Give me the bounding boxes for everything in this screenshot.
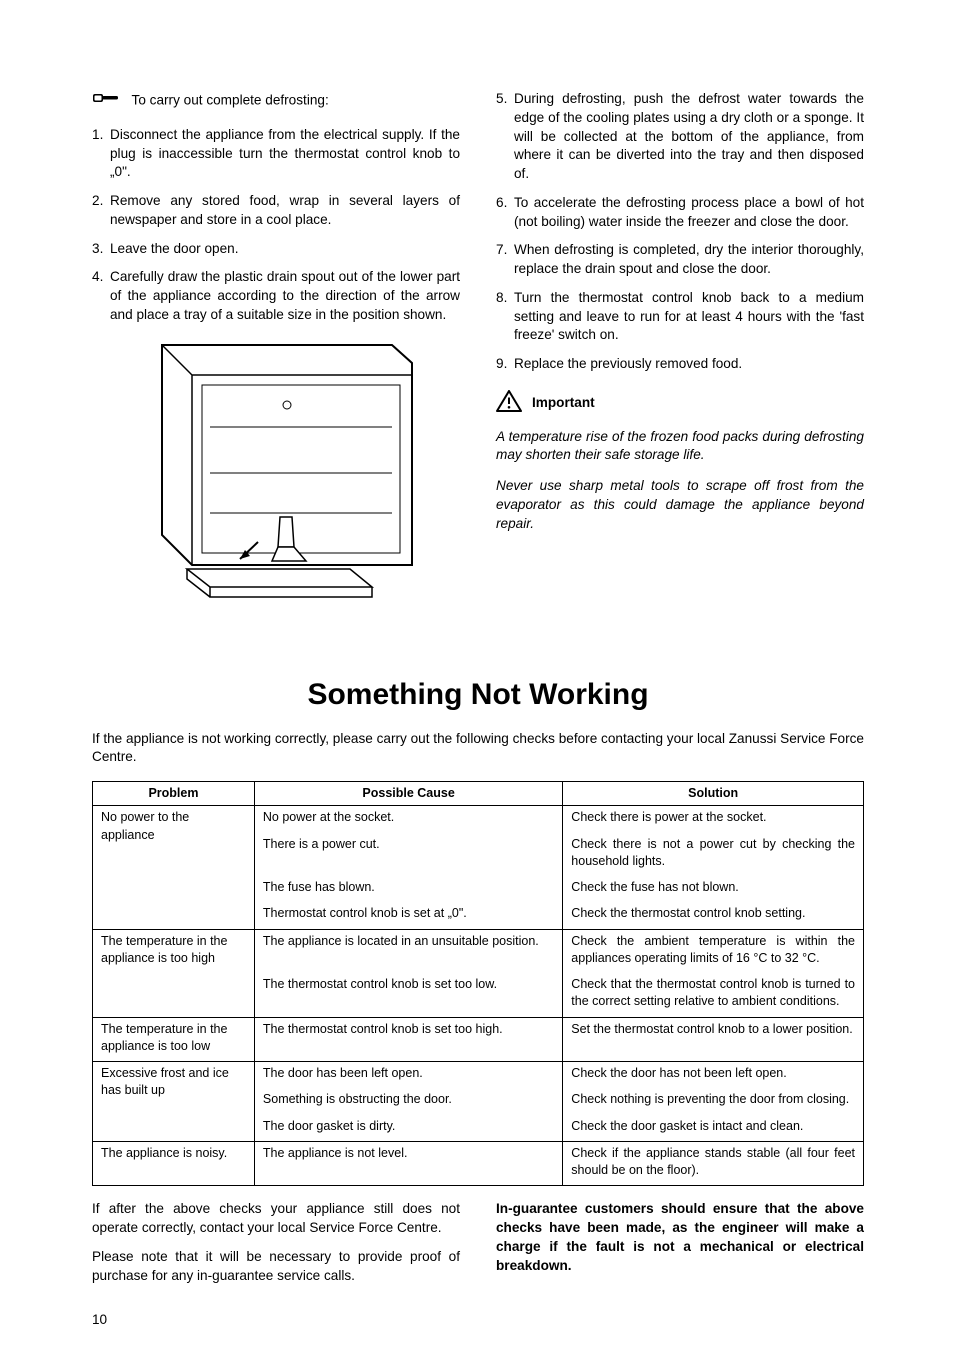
cell-solution: Check the fuse has not blown. [563, 876, 864, 902]
intro-text: To carry out complete defrosting: [132, 92, 329, 107]
cell-problem: The temperature in the appliance is too … [93, 1017, 255, 1062]
hand-point-icon [92, 90, 120, 112]
footer-bold-para: In-guarantee customers should ensure tha… [496, 1200, 864, 1275]
section-intro: If the appliance is not working correctl… [92, 730, 864, 768]
table-row: The temperature in the appliance is too … [93, 929, 864, 973]
step-item: Leave the door open. [92, 240, 460, 259]
footer-columns: If after the above checks your appliance… [92, 1200, 864, 1295]
cell-cause: The thermostat control knob is set too l… [254, 973, 562, 1017]
important-header: Important [496, 390, 864, 418]
step-item: Replace the previously removed food. [496, 355, 864, 374]
cell-solution: Check if the appliance stands stable (al… [563, 1141, 864, 1186]
table-row: The temperature in the appliance is too … [93, 1017, 864, 1062]
cell-solution: Check there is power at the socket. [563, 806, 864, 833]
cell-solution: Check the door has not been left open. [563, 1062, 864, 1089]
table-row: No power to the applianceNo power at the… [93, 806, 864, 833]
section-title: Something Not Working [92, 674, 864, 715]
cell-cause: There is a power cut. [254, 833, 562, 877]
left-column: To carry out complete defrosting: Discon… [92, 90, 460, 610]
table-row: The appliance is noisy.The appliance is … [93, 1141, 864, 1186]
page-number: 10 [92, 1311, 864, 1330]
important-para: Never use sharp metal tools to scrape of… [496, 477, 864, 533]
cell-cause: The door gasket is dirty. [254, 1115, 562, 1142]
header-cause: Possible Cause [254, 782, 562, 806]
cell-solution: Check there is not a power cut by checki… [563, 833, 864, 877]
header-problem: Problem [93, 782, 255, 806]
step-item: When defrosting is completed, dry the in… [496, 241, 864, 279]
warning-triangle-icon [496, 390, 522, 418]
troubleshoot-table: Problem Possible Cause Solution No power… [92, 781, 864, 1186]
cell-solution: Check the door gasket is intact and clea… [563, 1115, 864, 1142]
footer-para: If after the above checks your appliance… [92, 1200, 460, 1238]
cell-cause: No power at the socket. [254, 806, 562, 833]
step-item: To accelerate the defrosting process pla… [496, 194, 864, 232]
important-body: A temperature rise of the frozen food pa… [496, 428, 864, 534]
step-item: Carefully draw the plastic drain spout o… [92, 268, 460, 324]
right-column: During defrosting, push the defrost wate… [496, 90, 864, 610]
cell-solution: Check that the thermostat control knob i… [563, 973, 864, 1017]
cell-cause: The thermostat control knob is set too h… [254, 1017, 562, 1062]
cell-cause: The appliance is not level. [254, 1141, 562, 1186]
footer-right: In-guarantee customers should ensure tha… [496, 1200, 864, 1295]
step-item: Disconnect the appliance from the electr… [92, 126, 460, 182]
cell-problem: The temperature in the appliance is too … [93, 929, 255, 1017]
cell-cause: Something is obstructing the door. [254, 1088, 562, 1114]
cell-cause: The appliance is located in an unsuitabl… [254, 929, 562, 973]
footer-para: Please note that it will be necessary to… [92, 1248, 460, 1286]
cell-problem: Excessive frost and ice has built up [93, 1062, 255, 1142]
top-columns: To carry out complete defrosting: Discon… [92, 90, 864, 610]
table-body: No power to the applianceNo power at the… [93, 806, 864, 1186]
cell-problem: No power to the appliance [93, 806, 255, 929]
step-item: Remove any stored food, wrap in several … [92, 192, 460, 230]
table-row: Excessive frost and ice has built upThe … [93, 1062, 864, 1089]
steps-right: During defrosting, push the defrost wate… [496, 90, 864, 374]
intro-line: To carry out complete defrosting: [92, 90, 460, 112]
cell-cause: The door has been left open. [254, 1062, 562, 1089]
cell-solution: Check nothing is preventing the door fro… [563, 1088, 864, 1114]
table-header-row: Problem Possible Cause Solution [93, 782, 864, 806]
step-item: Turn the thermostat control knob back to… [496, 289, 864, 345]
cell-problem: The appliance is noisy. [93, 1141, 255, 1186]
footer-left: If after the above checks your appliance… [92, 1200, 460, 1295]
cell-solution: Set the thermostat control knob to a low… [563, 1017, 864, 1062]
steps-left: Disconnect the appliance from the electr… [92, 126, 460, 325]
cell-cause: Thermostat control knob is set at „0". [254, 902, 562, 929]
header-solution: Solution [563, 782, 864, 806]
cell-cause: The fuse has blown. [254, 876, 562, 902]
cell-solution: Check the thermostat control knob settin… [563, 902, 864, 929]
important-para: A temperature rise of the frozen food pa… [496, 428, 864, 466]
important-label: Important [532, 394, 595, 413]
manual-page: To carry out complete defrosting: Discon… [0, 0, 954, 1370]
cell-solution: Check the ambient temperature is within … [563, 929, 864, 973]
step-item: During defrosting, push the defrost wate… [496, 90, 864, 184]
drain-spout-diagram [92, 335, 460, 611]
